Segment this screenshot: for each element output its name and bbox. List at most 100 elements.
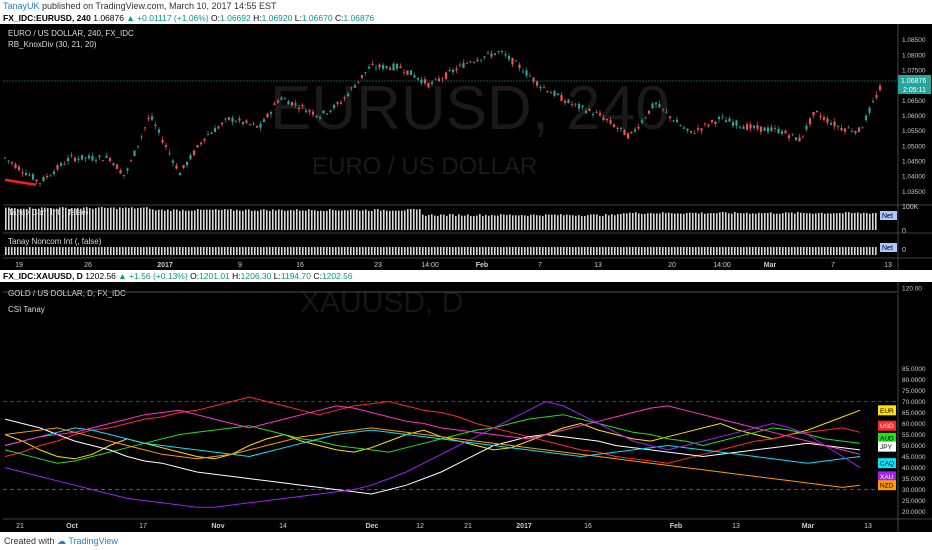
com-int-bar bbox=[443, 214, 445, 230]
candle-body bbox=[700, 128, 703, 131]
csi-tick: 75.0000 bbox=[902, 388, 926, 395]
com-int-bar bbox=[428, 215, 430, 230]
candle-body bbox=[619, 127, 623, 129]
com-int-bar bbox=[29, 207, 31, 230]
noncom-int-bar bbox=[743, 247, 745, 255]
noncom-int-bar bbox=[578, 247, 580, 255]
com-int-bars bbox=[5, 207, 877, 230]
candle-body bbox=[766, 127, 770, 132]
noncom-int-bar bbox=[656, 247, 658, 255]
noncom-int-bar bbox=[764, 247, 766, 255]
candle-body bbox=[269, 111, 273, 114]
noncom-int-bar bbox=[44, 247, 46, 255]
candle-body bbox=[420, 79, 423, 84]
csi-tick: 85.0000 bbox=[902, 366, 926, 373]
csi-tick: 45.0000 bbox=[902, 454, 926, 461]
noncom-int-bar bbox=[80, 247, 82, 255]
com-int-bar bbox=[737, 213, 739, 230]
com-int-bar bbox=[830, 213, 832, 230]
com-int-bar bbox=[572, 215, 574, 230]
noncom-int-bar bbox=[398, 247, 400, 255]
noncom-int-bar bbox=[695, 247, 697, 255]
tradingview-link[interactable]: TradingView bbox=[68, 536, 118, 546]
noncom-int-bar bbox=[206, 247, 208, 255]
com-int-bar bbox=[311, 210, 313, 230]
eurusd-chart-canvas[interactable]: EURUSD, 240 EURO / US DOLLAR EURO / US D… bbox=[0, 24, 932, 270]
candle-body bbox=[371, 63, 374, 65]
candle-body bbox=[374, 67, 378, 69]
candle-body bbox=[668, 116, 672, 119]
candle-body bbox=[581, 105, 584, 108]
noncom-int-bar bbox=[428, 247, 430, 255]
noncom-int-bar bbox=[239, 247, 241, 255]
candle-body bbox=[220, 122, 224, 125]
author-link[interactable]: TanayUK bbox=[3, 1, 40, 11]
candle-body bbox=[437, 78, 441, 82]
noncom-int-bar bbox=[326, 247, 328, 255]
candle-body bbox=[602, 117, 605, 121]
time-tick: Oct bbox=[66, 523, 78, 530]
noncom-int-bar bbox=[608, 247, 610, 255]
candle-body bbox=[262, 119, 266, 122]
noncom-int-bar bbox=[641, 247, 643, 255]
noncom-int-bar bbox=[548, 247, 550, 255]
noncom-int-bar bbox=[182, 247, 184, 255]
candle-body bbox=[290, 101, 294, 106]
com-int-bar bbox=[14, 207, 16, 230]
csi-chart-canvas[interactable]: XAUUSD, D GOLD / US DOLLAR, D, FX_IDC CS… bbox=[0, 282, 932, 532]
csi-chart[interactable]: XAUUSD, D GOLD / US DOLLAR, D, FX_IDC CS… bbox=[0, 282, 932, 532]
com-int-bar bbox=[131, 207, 133, 230]
pane2-net-tag bbox=[880, 211, 897, 220]
noncom-int-bar bbox=[812, 247, 814, 255]
reference-lines bbox=[3, 401, 897, 490]
com-int-bar bbox=[560, 214, 562, 230]
com-int-bar bbox=[557, 215, 559, 230]
currency-tag bbox=[878, 420, 896, 431]
noncom-int-bar bbox=[551, 247, 553, 255]
com-int-bar bbox=[455, 215, 457, 230]
csi-line bbox=[4, 427, 861, 464]
com-int-bar bbox=[698, 213, 700, 230]
candle-body bbox=[742, 126, 745, 129]
com-int-bar bbox=[689, 212, 691, 230]
com-int-bar bbox=[632, 212, 634, 230]
candle-body bbox=[416, 78, 420, 80]
candle-body bbox=[791, 133, 794, 135]
candle-body bbox=[444, 72, 448, 79]
symbol-label[interactable]: FX_IDC:EURUSD, 240 bbox=[3, 13, 91, 23]
com-int-bar bbox=[326, 210, 328, 230]
noncom-int-bar bbox=[596, 247, 598, 255]
com-int-bar bbox=[137, 208, 139, 230]
noncom-int-bar bbox=[74, 247, 76, 255]
candle-body bbox=[98, 155, 101, 157]
candle-body bbox=[784, 130, 787, 134]
noncom-int-bar bbox=[422, 247, 424, 255]
symbol-label[interactable]: FX_IDC:XAUUSD, D bbox=[3, 271, 83, 281]
candle-body bbox=[7, 160, 10, 162]
noncom-int-bar bbox=[758, 247, 760, 255]
pane2-axis-zero: 0 bbox=[902, 228, 906, 235]
com-int-bar bbox=[104, 207, 106, 230]
com-int-bar bbox=[866, 213, 868, 230]
csi-line bbox=[4, 405, 861, 455]
noncom-int-bar bbox=[173, 247, 175, 255]
com-int-bar bbox=[101, 207, 103, 230]
noncom-int-bar bbox=[521, 247, 523, 255]
com-int-bar bbox=[80, 208, 82, 230]
noncom-int-bars bbox=[5, 247, 877, 255]
csi-tick: 50.0000 bbox=[902, 443, 926, 450]
candle-body bbox=[490, 53, 493, 57]
com-int-bar bbox=[707, 213, 709, 230]
candle-body bbox=[273, 103, 276, 105]
com-int-bar bbox=[119, 207, 121, 230]
candle-body bbox=[185, 161, 189, 166]
noncom-int-bar bbox=[344, 247, 346, 255]
eurusd-chart[interactable]: EURUSD, 240 EURO / US DOLLAR EURO / US D… bbox=[0, 24, 932, 270]
noncom-int-bar bbox=[128, 247, 130, 255]
noncom-int-bar bbox=[686, 247, 688, 255]
com-int-bar bbox=[188, 210, 190, 230]
candle-body bbox=[577, 104, 581, 109]
candle-body bbox=[283, 98, 287, 100]
csi-line bbox=[4, 427, 861, 488]
noncom-int-bar bbox=[494, 247, 496, 255]
